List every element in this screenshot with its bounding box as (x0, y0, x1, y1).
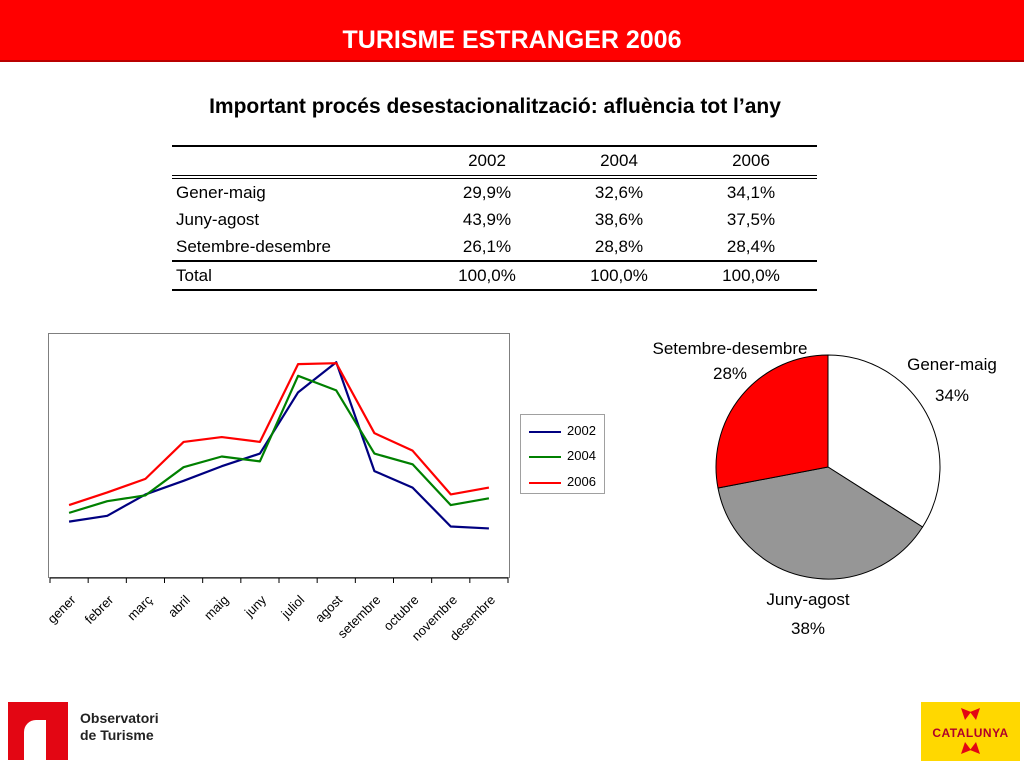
pie-label-text: Setembre-desembre (652, 339, 808, 358)
table-header-2004: 2004 (553, 145, 685, 179)
season-pie-chart (715, 354, 941, 580)
total-cell: 100,0% (553, 260, 685, 291)
logo-text-line: de Turisme (80, 727, 154, 743)
legend-swatch-2002 (529, 430, 561, 433)
table-row: Juny-agost 43,9% 38,6% 37,5% (172, 206, 817, 233)
row-label: Setembre-desembre (176, 236, 331, 256)
table-cell: 37,5% (726, 209, 776, 229)
catalunya-wordmark: CATALUNYA (932, 726, 1009, 740)
legend-item-2006: 2006 (529, 473, 596, 491)
legend-label-2002: 2002 (567, 423, 596, 438)
seasonality-table: 2002 2004 2006 Gener-maig 29,9% 32,6% 34… (172, 145, 817, 291)
pie-label-gener-maig: Gener-maig 34% (882, 352, 1022, 408)
table-cell: 28,8% (594, 236, 644, 256)
table-header-2002: 2002 (421, 145, 553, 179)
table-cell: 43,9% (462, 209, 512, 229)
series-line-2006 (68, 362, 490, 507)
catalunya-star-icon (961, 708, 980, 754)
table-cell: 28,4% (726, 236, 776, 256)
pie-label-setembre-desembre: Setembre-desembre 28% (630, 336, 830, 386)
catalunya-logo: CATALUNYA (921, 702, 1020, 761)
pie-label-juny-agost: Juny-agost 38% (738, 587, 878, 641)
table-total-row: Total 100,0% 100,0% 100,0% (172, 260, 817, 291)
page-title: TURISME ESTRANGER 2006 (342, 26, 682, 54)
pie-slice-setembre-desembre (715, 354, 829, 489)
observatori-logo-text: Observatori de Turisme (80, 710, 159, 744)
legend-swatch-2006 (529, 481, 561, 484)
row-label: Gener-maig (176, 182, 266, 202)
pie-label-value: 38% (790, 619, 826, 638)
subtitle: Important procés desestacionalització: a… (209, 95, 781, 118)
table-row: Setembre-desembre 26,1% 28,8% 28,4% (172, 233, 817, 261)
total-cell: 100,0% (685, 260, 817, 291)
pie-slice-gener-maig (827, 354, 941, 528)
table-header-blank (172, 145, 421, 179)
pie-label-value: 34% (934, 386, 970, 405)
pie-slice-juny-agost (717, 466, 924, 580)
series-line-2004 (68, 374, 490, 514)
legend-swatch-2004 (529, 455, 561, 458)
legend-item-2002: 2002 (529, 422, 596, 440)
logo-text-line: Observatori (80, 710, 159, 726)
legend-item-2004: 2004 (529, 447, 596, 465)
table-cell: 38,6% (594, 209, 644, 229)
legend-label-2006: 2006 (567, 474, 596, 489)
observatori-mark-icon (8, 702, 68, 760)
header-banner: TURISME ESTRANGER 2006 (0, 0, 1024, 62)
row-label: Juny-agost (176, 209, 260, 229)
table-header-2006: 2006 (685, 145, 817, 179)
pie-label-value: 28% (712, 364, 748, 383)
pie-label-text: Juny-agost (766, 590, 850, 609)
table-header-row: 2002 2004 2006 (172, 145, 817, 179)
line-chart-legend: 2002 2004 2006 (520, 414, 605, 494)
table-cell: 29,9% (462, 182, 512, 202)
table-cell: 26,1% (462, 236, 512, 256)
observatori-turisme-logo: Observatori de Turisme (8, 700, 168, 762)
table-cell: 32,6% (594, 182, 644, 202)
pie-label-text: Gener-maig (907, 355, 997, 374)
series-line-2002 (68, 361, 489, 530)
table-row: Gener-maig 29,9% 32,6% 34,1% (172, 177, 817, 206)
total-label: Total (172, 260, 421, 291)
legend-label-2004: 2004 (567, 448, 596, 463)
table-cell: 34,1% (726, 182, 776, 202)
total-cell: 100,0% (421, 260, 553, 291)
